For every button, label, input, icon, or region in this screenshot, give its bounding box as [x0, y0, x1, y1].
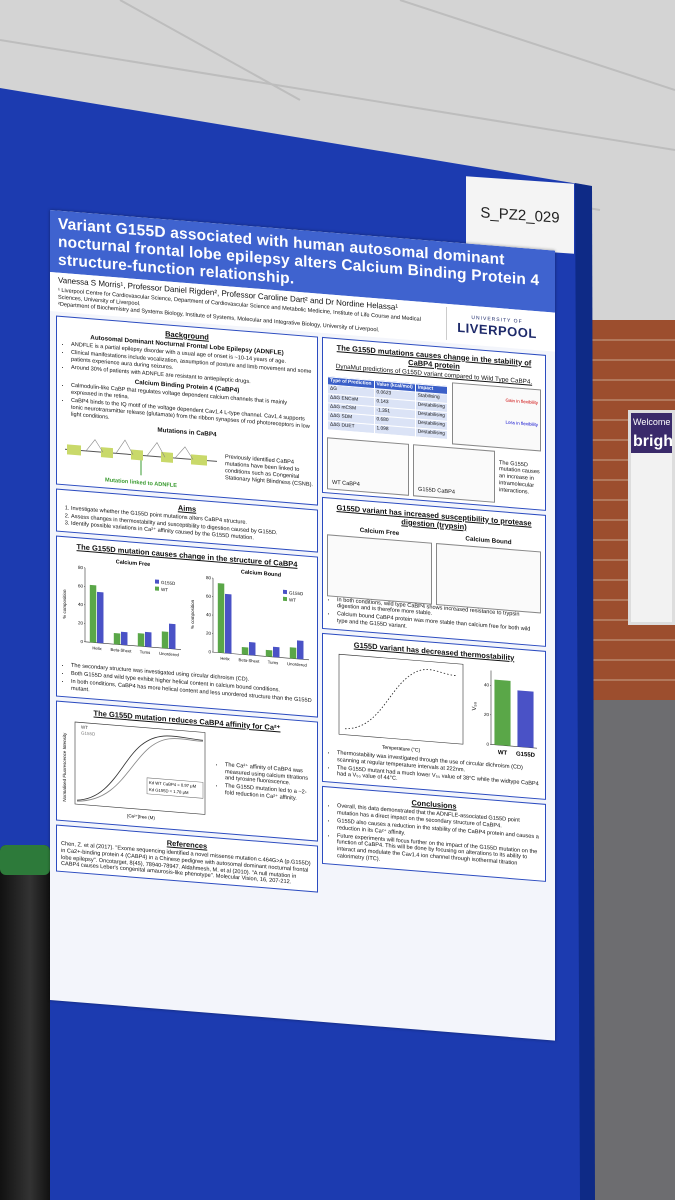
titration-plot: Normalised Fluorescence Intensity WT G15…: [62, 721, 206, 820]
bar: [494, 679, 511, 746]
digestion-plot: [436, 542, 541, 614]
y-tick-label: 80: [78, 565, 83, 570]
kd-label: Kd WT CaBP4 = 0.97 μM: [149, 780, 197, 789]
y-tick-label: 40: [206, 612, 211, 617]
y-axis-label: % composition: [62, 589, 67, 619]
legend-label: G155D: [161, 580, 176, 586]
bullet-list: The Ca²⁺ affinity of CaBP4 was measured …: [215, 761, 313, 805]
table-cell: Destabilising: [415, 427, 448, 440]
chart-title: Calcium Free: [116, 560, 150, 569]
table-cell: 1.098: [374, 424, 416, 437]
image-label: WT CaBP4: [332, 479, 360, 488]
logo: UNIVERSITY OF LIVERPOOL: [446, 307, 547, 348]
bar: [145, 632, 152, 648]
image-label: Loss in flexibility: [505, 419, 538, 427]
x-axis-label: Temperature (°C): [382, 745, 421, 754]
legend-label: WT: [81, 724, 88, 730]
cd-chart: Calcium Bound % composition 0 20 40 60 80 Helix…: [190, 570, 309, 669]
chart-title: Calcium Bound: [241, 570, 281, 579]
x-tick-label: Unordered: [159, 651, 179, 658]
y-tick-label: 0: [80, 639, 83, 644]
legend-label: G155D: [81, 730, 96, 736]
digestion-plot: [327, 533, 432, 605]
y-tick-label: 40: [78, 602, 83, 607]
cd-chart: Calcium Free % composition 0 20 40 60 80 Helix B…: [62, 560, 181, 658]
logo-text: LIVERPOOL: [457, 319, 537, 341]
bar: [161, 631, 169, 649]
x-tick-label: Beta-Sheet: [111, 647, 133, 654]
bar: [113, 633, 121, 646]
v50-chart: V₅₀ 0 20 40 WT G155D: [472, 670, 537, 759]
x-tick-label: Helix: [220, 656, 230, 662]
bar: [217, 583, 225, 654]
legend-swatch: [155, 586, 159, 592]
kd-label: Kd G155D = 1.78 μM: [149, 787, 189, 795]
cd-panel: The G155D mutation causes change in the …: [56, 535, 318, 718]
image-label: G155D CaBP4: [418, 486, 456, 496]
background-panel: Background Autosomal Dominant Nocturnal …: [56, 315, 318, 506]
bar: [225, 594, 232, 655]
bar: [265, 650, 273, 658]
y-tick-label: 80: [206, 575, 211, 580]
x-tick-label: Unordered: [287, 662, 307, 669]
legend-swatch: [155, 579, 159, 585]
note: The G155D mutation causes an increase in…: [499, 459, 540, 496]
bar: [249, 642, 256, 656]
legend-label: WT: [161, 587, 168, 593]
structure-image: Gain in flexibility Loss in flexibility: [451, 381, 541, 452]
structure-image: G155D CaBP4: [413, 443, 495, 503]
bar: [289, 647, 297, 660]
x-tick-label: Turns: [268, 660, 279, 666]
y-tick-label: 20: [78, 621, 83, 626]
y-axis-label: Normalised Fluorescence Intensity: [62, 732, 67, 802]
x-tick-label: Beta-Sheet: [239, 658, 261, 665]
y-tick-label: 20: [484, 712, 489, 717]
y-tick-label: 60: [78, 584, 83, 589]
bar: [121, 632, 128, 646]
gene-diagram: [65, 439, 217, 476]
legend-swatch: [283, 590, 287, 595]
x-tick-label: G155D: [516, 751, 536, 759]
wall-sign-title: Welcome: [631, 413, 672, 431]
bar: [241, 647, 249, 656]
y-axis-label: V₅₀: [472, 701, 478, 711]
bar: [297, 640, 304, 660]
post: [0, 845, 50, 1200]
conclusions-panel: Conclusions Overall, this data demonstra…: [322, 786, 546, 882]
y-tick-label: 40: [484, 682, 489, 687]
wall-sign: Welcome brighl: [628, 410, 675, 625]
image-label: Gain in flexibility: [505, 397, 538, 405]
trypsin-panel: G155D variant has increased susceptibili…: [322, 496, 546, 647]
bar: [97, 592, 104, 644]
poster-id-sign: S_PZ2_029: [466, 176, 574, 254]
stability-panel: The G155D mutations causes change in the…: [322, 336, 546, 511]
x-tick-label: WT: [498, 750, 508, 757]
legend-label: G155D: [289, 591, 304, 597]
y-tick-label: 0: [208, 650, 211, 655]
x-tick-label: Turns: [140, 650, 151, 656]
prediction-table: Type of Prediction Value (kcal/mol) Impact…: [327, 376, 448, 440]
melt-plot: Temperature (°C): [338, 653, 464, 754]
legend-label: WT: [289, 598, 296, 604]
thermo-panel: G155D variant has decreased thermostabil…: [322, 632, 546, 801]
y-tick-label: 20: [206, 631, 211, 636]
wall-sign-brand: brighl: [631, 431, 672, 453]
note: Previously identified CaBP4 mutations ha…: [225, 454, 313, 488]
bar: [89, 585, 97, 644]
bar: [169, 624, 176, 650]
legend-swatch: [283, 597, 287, 602]
x-axis-label: [Ca²⁺]free (M): [127, 813, 155, 820]
bar: [273, 647, 280, 658]
structure-image: WT CaBP4: [327, 436, 409, 496]
y-axis-label: % composition: [190, 600, 195, 630]
x-tick-label: Helix: [92, 646, 102, 652]
bar: [137, 633, 145, 648]
y-tick-label: 60: [206, 594, 211, 599]
y-tick-label: 0: [486, 742, 489, 747]
poster: Variant G155D associated with human auto…: [50, 210, 555, 1041]
bar: [517, 690, 534, 748]
affinity-panel: The G155D mutation reduces CaBP4 affinit…: [56, 700, 318, 842]
